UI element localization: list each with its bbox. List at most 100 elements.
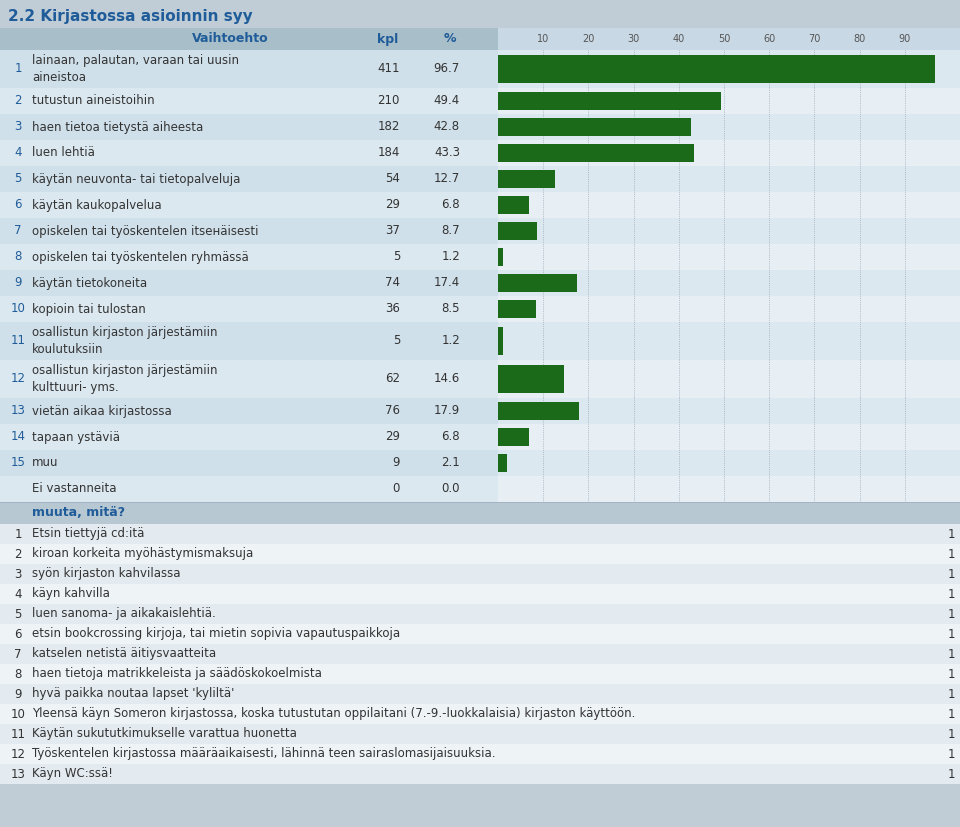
Text: haen tietoa tietystä aiheesta: haen tietoa tietystä aiheesta — [32, 121, 204, 133]
Text: 60: 60 — [763, 34, 776, 44]
Text: 17.9: 17.9 — [434, 404, 460, 418]
Bar — [0, 296, 498, 322]
Bar — [498, 476, 960, 502]
Text: 10: 10 — [11, 708, 25, 720]
Bar — [0, 244, 498, 270]
Text: Etsin tiettyjä cd:itä: Etsin tiettyjä cd:itä — [32, 528, 144, 541]
Text: 76: 76 — [385, 404, 400, 418]
Bar — [0, 476, 498, 502]
Text: käytän kaukopalvelua: käytän kaukopalvelua — [32, 198, 161, 212]
Bar — [498, 144, 694, 162]
Text: Yleensä käyn Someron kirjastossa, koska tutustutan oppilaitani (7.-9.-luokkalais: Yleensä käyn Someron kirjastossa, koska … — [32, 708, 636, 720]
Text: 10: 10 — [537, 34, 549, 44]
Text: 1: 1 — [948, 587, 955, 600]
Text: 6.8: 6.8 — [442, 431, 460, 443]
Text: 8.5: 8.5 — [442, 303, 460, 315]
Bar — [498, 299, 537, 318]
Bar — [498, 196, 529, 214]
Bar — [0, 114, 498, 140]
Text: 0.0: 0.0 — [442, 482, 460, 495]
Text: 7: 7 — [14, 648, 22, 661]
Text: haen tietoja matrikkeleista ja säädöskokoelmista: haen tietoja matrikkeleista ja säädöskok… — [32, 667, 322, 681]
Bar — [0, 584, 960, 604]
Text: 1.2: 1.2 — [442, 251, 460, 264]
Text: 2.1: 2.1 — [442, 457, 460, 470]
Text: 0: 0 — [393, 482, 400, 495]
Bar — [0, 502, 960, 524]
Text: tutustun aineistoihin: tutustun aineistoihin — [32, 94, 155, 108]
Text: syön kirjaston kahvilassa: syön kirjaston kahvilassa — [32, 567, 180, 581]
Bar — [0, 424, 498, 450]
Bar — [0, 28, 498, 50]
Bar — [0, 664, 960, 684]
Text: 8.7: 8.7 — [442, 224, 460, 237]
Bar — [0, 644, 960, 664]
Text: 20: 20 — [582, 34, 594, 44]
Text: 30: 30 — [628, 34, 639, 44]
Bar — [0, 360, 498, 398]
Text: muuta, mitä?: muuta, mitä? — [32, 506, 125, 519]
Text: 1: 1 — [14, 63, 22, 75]
Text: 3: 3 — [14, 121, 22, 133]
Bar — [0, 564, 960, 584]
Text: hyvä paikka noutaa lapset 'kyliltä': hyvä paikka noutaa lapset 'kyliltä' — [32, 687, 234, 700]
Bar — [498, 454, 508, 472]
Text: muu: muu — [32, 457, 59, 470]
Text: 70: 70 — [808, 34, 821, 44]
Text: 11: 11 — [11, 728, 26, 740]
Text: 12.7: 12.7 — [434, 173, 460, 185]
Text: 43.3: 43.3 — [434, 146, 460, 160]
Text: Työskentelen kirjastossa määräaikaisesti, lähinnä teen sairaslomasijaisuuksia.: Työskentelen kirjastossa määräaikaisesti… — [32, 748, 495, 761]
Text: 9: 9 — [14, 687, 22, 700]
Bar — [0, 624, 960, 644]
Text: 36: 36 — [385, 303, 400, 315]
Bar — [498, 55, 935, 83]
Text: käytän tietokoneita: käytän tietokoneita — [32, 276, 147, 289]
Text: 5: 5 — [14, 173, 22, 185]
Text: opiskelen tai työskentelen itsенäisesti: opiskelen tai työskentelen itsенäisesti — [32, 224, 258, 237]
Text: 4: 4 — [14, 587, 22, 600]
Text: aineistoa: aineistoa — [32, 71, 86, 84]
Bar — [498, 366, 564, 393]
Text: 3: 3 — [14, 567, 22, 581]
Text: etsin bookcrossing kirjoja, tai mietin sopivia vapautuspaikkoja: etsin bookcrossing kirjoja, tai mietin s… — [32, 628, 400, 640]
Text: 62: 62 — [385, 372, 400, 385]
Text: 4: 4 — [14, 146, 22, 160]
Bar — [498, 192, 960, 218]
Text: 411: 411 — [377, 63, 400, 75]
Text: 8: 8 — [14, 667, 22, 681]
Text: 9: 9 — [14, 276, 22, 289]
Bar — [0, 398, 498, 424]
Text: 37: 37 — [385, 224, 400, 237]
Text: 11: 11 — [11, 334, 26, 347]
Text: 6: 6 — [14, 198, 22, 212]
Bar — [0, 270, 498, 296]
Text: 1: 1 — [948, 567, 955, 581]
Bar — [0, 166, 498, 192]
Bar — [498, 222, 538, 241]
Text: 6: 6 — [14, 628, 22, 640]
Text: 1.2: 1.2 — [442, 334, 460, 347]
Text: kiroan korkeita myöhästymismaksuja: kiroan korkeita myöhästymismaksuja — [32, 547, 253, 561]
Bar — [0, 724, 960, 744]
Text: 5: 5 — [14, 608, 22, 620]
Text: 1: 1 — [948, 608, 955, 620]
Bar — [498, 450, 960, 476]
Text: 54: 54 — [385, 173, 400, 185]
Text: vietän aikaa kirjastossa: vietän aikaa kirjastossa — [32, 404, 172, 418]
Text: 29: 29 — [385, 198, 400, 212]
Bar — [498, 247, 503, 266]
Bar — [498, 88, 960, 114]
Text: 42.8: 42.8 — [434, 121, 460, 133]
Text: 17.4: 17.4 — [434, 276, 460, 289]
Text: 1: 1 — [948, 628, 955, 640]
Bar — [498, 50, 960, 88]
Text: 40: 40 — [673, 34, 684, 44]
Text: 96.7: 96.7 — [434, 63, 460, 75]
Text: 2: 2 — [14, 94, 22, 108]
Bar — [0, 684, 960, 704]
Bar — [0, 322, 498, 360]
Text: 12: 12 — [11, 748, 26, 761]
Bar — [498, 402, 579, 420]
Bar — [0, 704, 960, 724]
